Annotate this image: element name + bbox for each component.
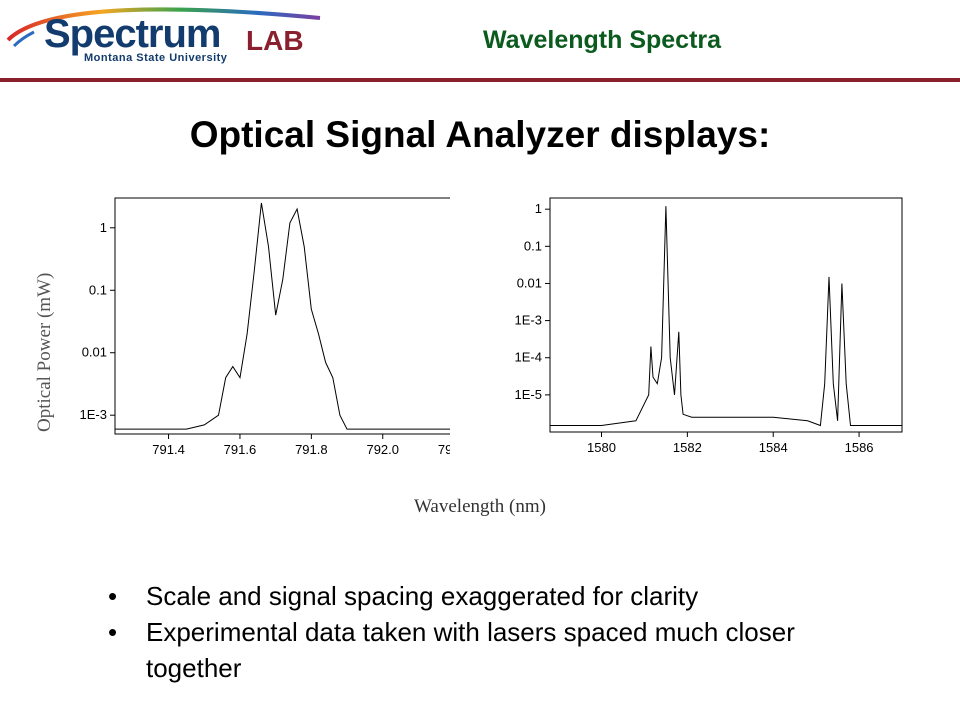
y-tick-label: 0.1 [89, 282, 107, 297]
x-tick-label: 1586 [845, 440, 874, 455]
y-tick-label: 1E-3 [80, 407, 107, 422]
logo-text: Spectrum [44, 12, 221, 56]
chart-left: 791.4 791.6 791.8 792.0 792.2 1 0.1 0.01 1E-3 [80, 197, 450, 457]
x-axis-label: Wavelength (nm) [414, 496, 546, 517]
y-tick-label: 1 [100, 220, 107, 235]
y-tick-label: 1E-4 [515, 350, 542, 365]
x-tick-label: 1584 [759, 440, 788, 455]
y-tick-label: 0.1 [524, 238, 542, 253]
y-tick-label: 1 [535, 201, 542, 216]
bullet-list: Scale and signal spacing exaggerated for… [108, 578, 866, 686]
spectrum-line [115, 202, 450, 430]
slide-title: Optical Signal Analyzer displays: [189, 114, 771, 155]
y-tick-label: 1E-3 [515, 313, 542, 328]
x-tick-label: 791.8 [295, 442, 328, 457]
x-tick-label: 1580 [587, 440, 616, 455]
y-axis-label: Optical Power (mW) [34, 272, 55, 432]
plot-frame [549, 197, 903, 433]
x-tick-label: 791.6 [224, 442, 257, 457]
x-tick-label: 792.0 [366, 442, 399, 457]
x-tick-label: 791.4 [152, 442, 185, 457]
x-tick-label: 792.2 [438, 442, 450, 457]
header-title: Wavelength Spectra [483, 26, 722, 54]
logo-subtitle: Montana State University [84, 52, 228, 64]
y-tick-label: 0.01 [82, 345, 107, 360]
header-rule [0, 78, 960, 82]
logo-lab-text: LAB [246, 25, 304, 56]
bullet-item: Scale and signal spacing exaggerated for… [108, 578, 866, 614]
y-tick-label: 0.01 [517, 275, 542, 290]
y-tick-label: 1E-5 [515, 387, 542, 402]
logo-swoosh-icon [6, 7, 321, 48]
spectrum-line [550, 206, 902, 427]
x-tick-label: 1582 [673, 440, 702, 455]
bullet-item: Experimental data taken with lasers spac… [108, 614, 866, 686]
chart-right: 1580 1582 1584 1586 1 0.1 0.01 1E-3 1E-4 1E-5 [515, 197, 903, 455]
plot-frame [114, 197, 450, 435]
